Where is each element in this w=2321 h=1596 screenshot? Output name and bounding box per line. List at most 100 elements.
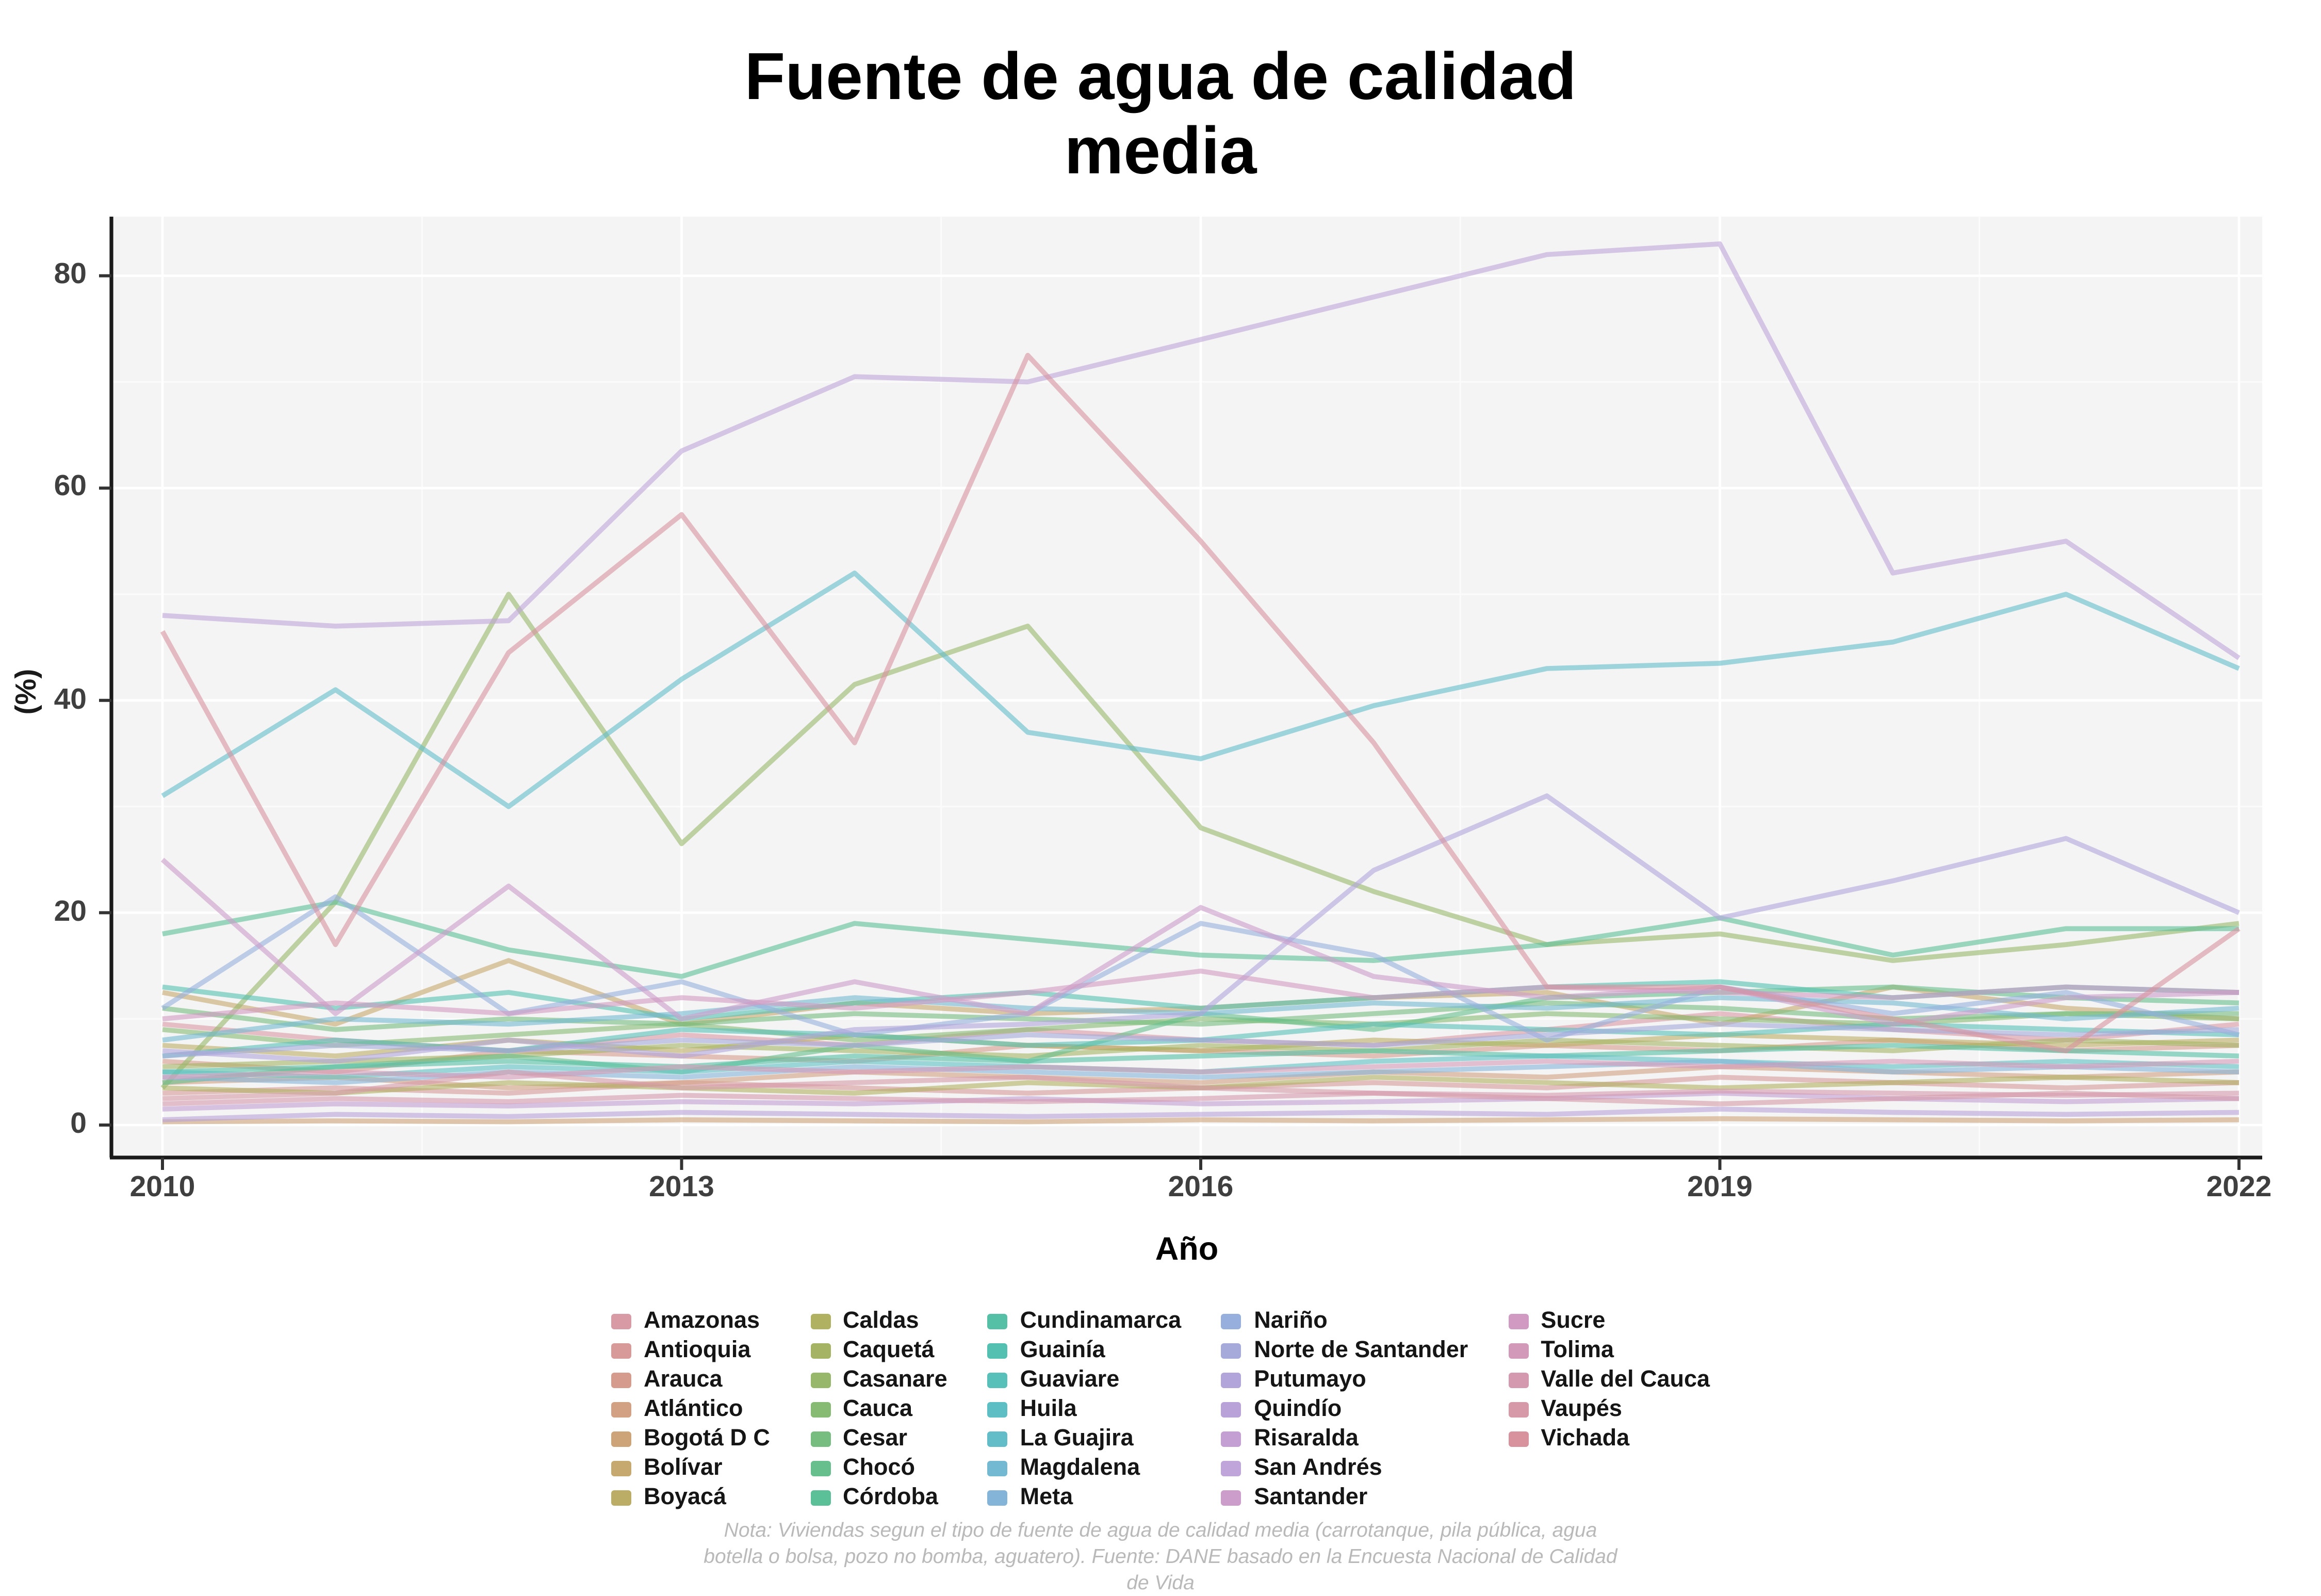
- legend-item-Sucre: Sucre: [1508, 1306, 1710, 1336]
- series-line-Bogotá D C: [162, 1116, 2240, 1125]
- x-tick-label-2010: 2010: [129, 1171, 195, 1204]
- series-line-Vaupés: [162, 1069, 2240, 1106]
- legend-label: Amazonas: [643, 1308, 760, 1334]
- legend-item-Meta: Meta: [987, 1483, 1182, 1512]
- legend-item-Putumayo: Putumayo: [1221, 1365, 1468, 1394]
- legend-swatch-icon: [611, 1489, 631, 1505]
- series-line-Putumayo: [162, 793, 2240, 1064]
- legend-item-Amazonas: Amazonas: [611, 1306, 770, 1336]
- legend-label: Atlántico: [643, 1396, 743, 1422]
- legend-column-3: Cundinamarca Guainía Guaviare Huila La Guaji…: [987, 1306, 1182, 1512]
- legend-label: Bogotá D C: [643, 1425, 770, 1452]
- legend-item-Cesar: Cesar: [810, 1424, 947, 1453]
- y-tick-label-60: 60: [54, 471, 87, 504]
- legend-label: Caldas: [842, 1308, 919, 1334]
- legend-swatch-icon: [1508, 1313, 1529, 1329]
- legend-swatch-icon: [810, 1430, 830, 1446]
- legend-column-2: Caldas Caquetá Casanare Cauca Cesar Chocó Córd…: [810, 1306, 947, 1512]
- legend-swatch-icon: [1508, 1342, 1529, 1358]
- legend-swatch-icon: [611, 1460, 631, 1476]
- legend-label: Norte de Santander: [1254, 1337, 1468, 1363]
- legend-label: Boyacá: [643, 1484, 727, 1510]
- y-tick-label-0: 0: [70, 1108, 87, 1141]
- legend-item-Norte de Santander: Norte de Santander: [1221, 1336, 1468, 1365]
- legend-item-Guainía: Guainía: [987, 1336, 1182, 1365]
- legend-label: Nariño: [1254, 1308, 1328, 1334]
- legend-label: Risaralda: [1254, 1425, 1359, 1452]
- legend-item-Caldas: Caldas: [810, 1306, 947, 1336]
- legend-item-Quindío: Quindío: [1221, 1394, 1468, 1424]
- legend-label: Santander: [1254, 1484, 1368, 1510]
- legend-label: Bolívar: [643, 1455, 723, 1481]
- legend-item-Caquetá: Caquetá: [810, 1336, 947, 1365]
- legend-swatch-icon: [1221, 1313, 1242, 1329]
- legend-swatch-icon: [611, 1430, 631, 1446]
- legend-swatch-icon: [1221, 1401, 1242, 1417]
- legend-item-Arauca: Arauca: [611, 1365, 770, 1394]
- y-tick-label-20: 20: [54, 895, 87, 929]
- legend-item-Magdalena: Magdalena: [987, 1453, 1182, 1483]
- legend-item-La Guajira: La Guajira: [987, 1424, 1182, 1453]
- legend-swatch-icon: [987, 1401, 1008, 1417]
- legend-swatch-icon: [810, 1489, 830, 1505]
- legend-label: Córdoba: [842, 1484, 938, 1510]
- legend-item-Nariño: Nariño: [1221, 1306, 1468, 1336]
- x-axis-title: Año: [1155, 1232, 1219, 1267]
- legend-item-Vaupés: Vaupés: [1508, 1394, 1710, 1424]
- legend-item-Antioquia: Antioquia: [611, 1336, 770, 1365]
- legend-swatch-icon: [611, 1401, 631, 1417]
- legend-item-Risaralda: Risaralda: [1221, 1424, 1468, 1453]
- legend-item-Boyacá: Boyacá: [611, 1483, 770, 1512]
- legend-item-Tolima: Tolima: [1508, 1336, 1710, 1365]
- legend-label: Valle del Cauca: [1541, 1366, 1710, 1393]
- legend-item-Guaviare: Guaviare: [987, 1365, 1182, 1394]
- legend-label: Vichada: [1541, 1425, 1630, 1452]
- legend-swatch-icon: [1221, 1372, 1242, 1388]
- legend-label: Casanare: [842, 1366, 947, 1393]
- legend-item-Cauca: Cauca: [810, 1394, 947, 1424]
- panel-background: [111, 217, 2262, 1158]
- legend-item-San Andrés: San Andrés: [1221, 1453, 1468, 1483]
- legend-item-Chocó: Chocó: [810, 1453, 947, 1483]
- legend-swatch-icon: [987, 1372, 1008, 1388]
- line-chart-figure: Fuente de agua de calidad media (%) Año …: [11, 40, 2272, 1594]
- series-line-Sucre: [162, 968, 2240, 1021]
- plot-panel: [99, 217, 2262, 1170]
- legend-swatch-icon: [987, 1313, 1008, 1329]
- legend-swatch-icon: [810, 1313, 830, 1329]
- legend-label: Cesar: [842, 1425, 908, 1452]
- legend-item-Valle del Cauca: Valle del Cauca: [1508, 1365, 1710, 1394]
- legend-label: Cauca: [842, 1396, 913, 1422]
- legend-label: Huila: [1020, 1396, 1077, 1422]
- legend-label: La Guajira: [1020, 1425, 1134, 1452]
- legend-item-Atlántico: Atlántico: [611, 1394, 770, 1424]
- legend-swatch-icon: [1221, 1342, 1242, 1358]
- legend-label: Caquetá: [842, 1337, 935, 1363]
- legend-label: Magdalena: [1020, 1455, 1140, 1481]
- series-line-San Andrés: [162, 241, 2241, 660]
- legend-swatch-icon: [810, 1401, 830, 1417]
- legend-label: Vaupés: [1541, 1396, 1622, 1422]
- x-tick-label-2022: 2022: [2206, 1171, 2272, 1204]
- series-line-Casanare: [160, 592, 2240, 1090]
- legend-item-Bolívar: Bolívar: [611, 1453, 770, 1483]
- legend-swatch-icon: [611, 1372, 631, 1388]
- series-line-Córdoba: [162, 899, 2239, 979]
- legend-swatch-icon: [1508, 1372, 1529, 1388]
- x-tick-label-2013: 2013: [649, 1171, 714, 1204]
- legend-swatch-icon: [987, 1342, 1008, 1358]
- legend-swatch-icon: [987, 1430, 1008, 1446]
- legend-swatch-icon: [1221, 1489, 1242, 1505]
- y-tick-label-40: 40: [54, 683, 87, 716]
- chart-title: Fuente de agua de calidad media: [744, 40, 1577, 189]
- legend-item-Santander: Santander: [1221, 1483, 1468, 1512]
- legend-item-Bogotá D C: Bogotá D C: [611, 1424, 770, 1453]
- legend-swatch-icon: [611, 1313, 631, 1329]
- legend-swatch-icon: [987, 1489, 1008, 1505]
- legend-label: Guainía: [1020, 1337, 1105, 1363]
- legend-label: Antioquia: [643, 1337, 751, 1363]
- legend-column-5: Sucre Tolima Valle del Cauca Vaupés Vichada: [1508, 1306, 1710, 1453]
- legend-swatch-icon: [810, 1342, 830, 1358]
- legend-label: San Andrés: [1254, 1455, 1382, 1481]
- legend-item-Casanare: Casanare: [810, 1365, 947, 1394]
